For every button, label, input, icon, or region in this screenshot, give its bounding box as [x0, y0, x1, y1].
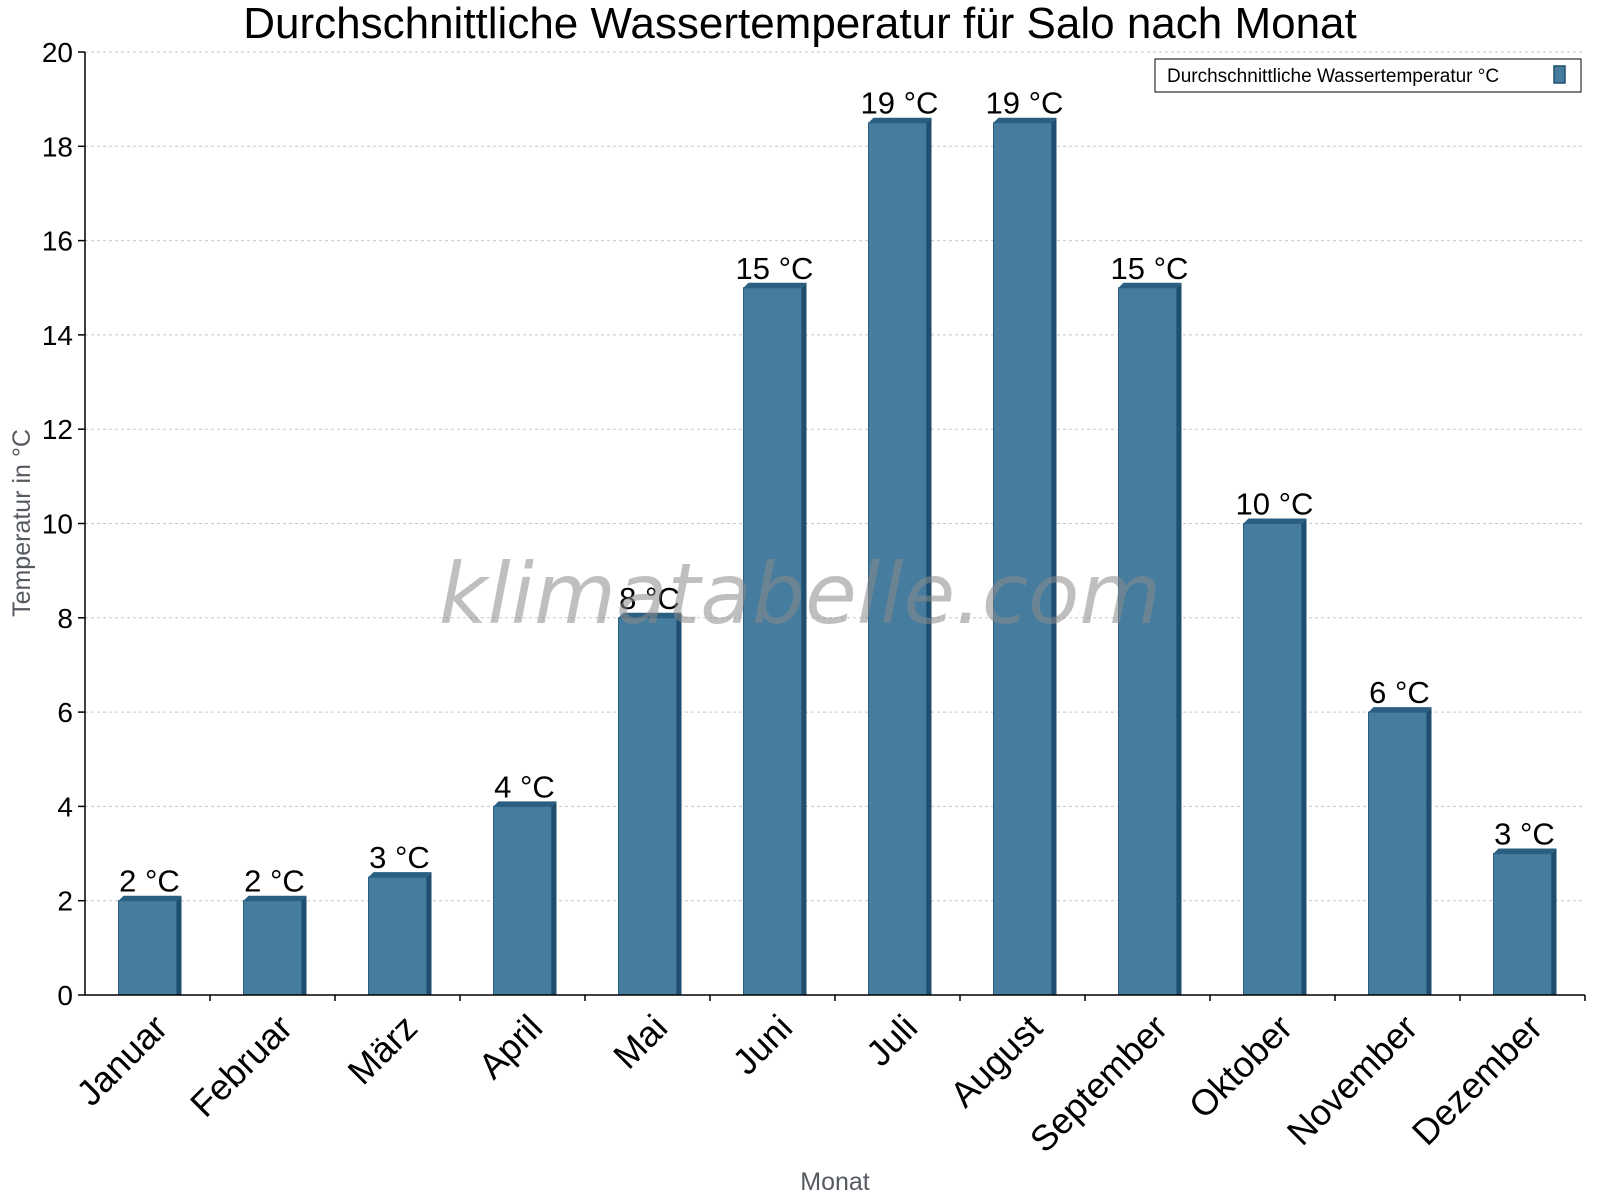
gridlines [85, 51, 1585, 902]
x-tick-label: Juli [858, 1007, 925, 1074]
bar-top [868, 117, 932, 123]
bar-top [368, 872, 432, 878]
data-label: 15 °C [736, 251, 814, 286]
bar [243, 900, 302, 996]
bar [1243, 523, 1302, 996]
bar-top [618, 612, 682, 618]
data-label: 10 °C [1236, 487, 1314, 522]
legend-label: Durchschnittliche Wassertemperatur °C [1167, 66, 1499, 87]
bar-top [1493, 848, 1557, 854]
bar-top [1118, 282, 1182, 288]
y-tick-label: 0 [57, 980, 73, 1011]
bar [993, 122, 1052, 996]
x-tick-label: Dezember [1404, 1007, 1550, 1153]
bar-side [1551, 848, 1557, 995]
data-label: 19 °C [986, 86, 1064, 121]
bar-top [493, 801, 557, 807]
bar-top [1368, 707, 1432, 713]
bar-side [176, 895, 182, 995]
y-tick-label: 14 [42, 320, 73, 351]
y-tick-label: 6 [57, 697, 73, 728]
data-label: 8 °C [619, 581, 680, 616]
bar [368, 876, 427, 996]
bar [1118, 287, 1177, 996]
data-label: 2 °C [119, 864, 180, 899]
y-tick-label: 12 [42, 414, 73, 445]
bar-side [1426, 707, 1432, 995]
bar [118, 900, 177, 996]
x-tick-label: Januar [68, 1007, 175, 1114]
y-tick-label: 2 [57, 886, 73, 917]
watermark: klimatabelle.com [439, 545, 1162, 643]
bar-side [801, 282, 807, 995]
bar-side [1176, 282, 1182, 995]
data-label: 2 °C [244, 864, 305, 899]
legend-box [1154, 58, 1582, 93]
x-tick-label: August [942, 1007, 1050, 1115]
y-tick-label: 18 [42, 131, 73, 162]
bar-side [426, 872, 432, 995]
y-ticks: 0 2 4 6 8 10 12 14 16 18 20 [42, 37, 85, 1011]
data-label: 15 °C [1111, 251, 1189, 286]
data-label: 3 °C [369, 840, 430, 875]
bar-side [926, 117, 932, 996]
y-tick-label: 20 [42, 37, 73, 68]
legend: Durchschnittliche Wassertemperatur °C [1154, 58, 1582, 93]
chart-title: Durchschnittliche Wassertemperatur für S… [243, 0, 1357, 48]
bar [493, 805, 552, 996]
bar [743, 287, 802, 996]
x-ticks: Januar Februar März April Mai Juni Juli AugustS… [68, 995, 1586, 1161]
x-tick-label: November [1279, 1007, 1425, 1153]
y-tick-label: 4 [57, 791, 73, 822]
x-tick-label: Juni [724, 1007, 800, 1083]
x-tick-label: März [340, 1007, 426, 1093]
x-tick-label: Mai [605, 1007, 675, 1077]
bar-top [743, 282, 807, 288]
bar-side [301, 895, 307, 995]
data-label: 6 °C [1369, 675, 1430, 710]
y-tick-label: 10 [42, 509, 73, 540]
x-tick-label: September [1022, 1007, 1176, 1161]
bars [118, 117, 1557, 996]
data-label: 19 °C [861, 86, 939, 121]
bar-top [118, 895, 182, 901]
x-tick-label: Oktober [1181, 1007, 1301, 1127]
y-tick-label: 8 [57, 603, 73, 634]
bar-top [993, 117, 1057, 123]
x-axis-label: Monat [800, 1168, 870, 1196]
bar [618, 617, 677, 996]
bar-top [243, 895, 307, 901]
bar [1368, 711, 1427, 996]
y-axis-label: Temperatur in °C [8, 429, 36, 617]
bar-side [676, 612, 682, 995]
data-label: 4 °C [494, 769, 555, 804]
x-tick-label: April [470, 1007, 550, 1087]
bar-side [551, 801, 557, 995]
bar-top [1243, 518, 1307, 524]
x-tick-label: Februar [182, 1007, 300, 1125]
bar [1493, 853, 1552, 996]
data-labels: 2 °C 2 °C 3 °C 4 °C 8 °C 15 °C 19 °C 19 °C 15 °C… [119, 86, 1555, 899]
bar-side [1051, 117, 1057, 996]
bar-side [1301, 518, 1307, 995]
legend-swatch [1553, 65, 1566, 84]
y-tick-label: 16 [42, 226, 73, 257]
data-label: 3 °C [1494, 817, 1555, 852]
